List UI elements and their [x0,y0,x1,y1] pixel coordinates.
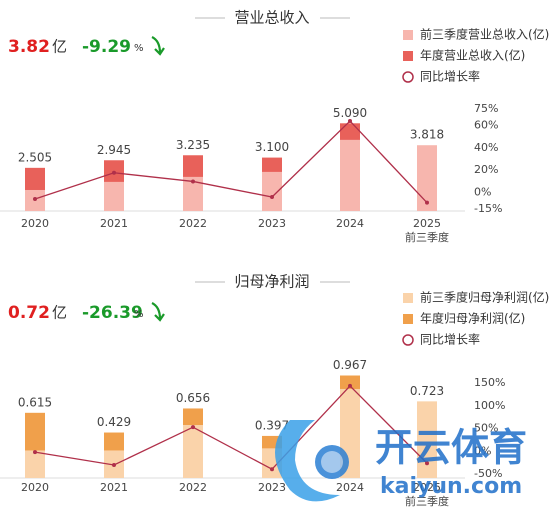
value-label: 3.818 [410,128,444,142]
growth-line [34,120,428,204]
value-label: 0.967 [333,358,367,372]
chart-title: 归母净利润 [234,273,309,291]
legend-label: 年度营业总收入(亿) [420,48,525,63]
growth-line [34,384,428,471]
value-label: 3.100 [255,140,289,154]
y2-tick-label: 0% [474,444,491,457]
x-tick-label: 2025 [413,481,441,494]
y2-tick-label: 50% [474,422,498,435]
header-unit: 亿 [52,304,67,322]
y2-tick-label: 100% [474,399,505,412]
bar [183,425,203,478]
growth-point [112,170,116,175]
legend-label: 前三季度归母净利润(亿) [420,290,549,305]
value-label: 3.235 [176,138,210,152]
x-tick-label: 2024 [336,481,364,494]
header-value: 0.72 [8,303,50,323]
x-tick-label: 2023 [258,481,286,494]
legend-marker [402,334,414,346]
down-arrow [151,302,165,322]
growth-point [191,179,195,184]
x-tick-label: 2022 [179,481,207,494]
legend-marker [403,314,413,324]
legend-marker [403,51,413,61]
bar [340,139,360,211]
down-arrow [151,36,165,56]
legend-label: 前三季度营业总收入(亿) [420,27,549,42]
y2-tick-label: 60% [474,119,498,132]
value-label: 0.723 [410,384,444,398]
bar [104,181,124,211]
growth-point [33,197,37,201]
header-change: -26.39 [82,303,143,323]
growth-point [425,200,429,205]
header-unit: 亿 [52,38,67,56]
value-label: 2.945 [97,143,131,157]
value-label: 0.397 [255,418,289,432]
growth-point [348,383,352,388]
legend-label: 同比增长率 [420,332,480,347]
header-change-unit: % [134,309,144,320]
y2-tick-label: 75% [474,102,498,115]
watermark: 开云体育 kaiyun.com [275,420,527,502]
growth-point [425,461,429,466]
y2-tick-label: -15% [474,202,502,215]
watermark-ball [315,445,349,479]
legend-label: 同比增长率 [420,69,480,84]
watermark-ball-inner [321,451,343,473]
x-tick-label: 2020 [21,481,49,494]
y2-tick-label: 0% [474,185,491,198]
x-tick-label: 2021 [100,217,128,230]
value-label: 5.090 [333,106,367,120]
y2-tick-label: -50% [474,467,502,480]
value-label: 0.615 [18,395,52,409]
growth-point [270,467,274,472]
y2-tick-label: 150% [474,376,505,389]
header-change: -9.29 [82,37,131,57]
legend-marker [402,71,414,83]
growth-point [270,195,274,199]
legend-marker [403,293,413,303]
bar [262,171,282,211]
x-tick-label: 2025 [413,217,441,230]
legend-marker [403,30,413,40]
header-value: 3.82 [8,37,50,57]
growth-point [191,425,195,430]
legend-label: 年度归母净利润(亿) [420,311,525,326]
x-tick-label: 2021 [100,481,128,494]
x-tick-sublabel: 前三季度 [405,494,449,508]
bar [183,176,203,211]
value-label: 0.429 [97,415,131,429]
x-tick-label: 2022 [179,217,207,230]
bar [25,450,45,478]
x-tick-label: 2020 [21,217,49,230]
y2-tick-label: 20% [474,163,498,176]
growth-point [33,450,37,455]
bar [417,145,437,211]
header-change-unit: % [134,43,144,54]
watermark-logo [275,420,340,502]
growth-point [348,119,352,123]
value-label: 0.656 [176,391,210,405]
watermark-title: 开云体育 [375,426,527,470]
x-tick-sublabel: 前三季度 [405,230,449,244]
watermark-subtitle: kaiyun.com [380,474,522,499]
y2-tick-label: 40% [474,141,498,154]
value-label: 2.505 [18,150,52,164]
growth-point [112,462,116,467]
x-tick-label: 2024 [336,217,364,230]
x-tick-label: 2023 [258,217,286,230]
chart-title: 营业总收入 [234,9,309,27]
